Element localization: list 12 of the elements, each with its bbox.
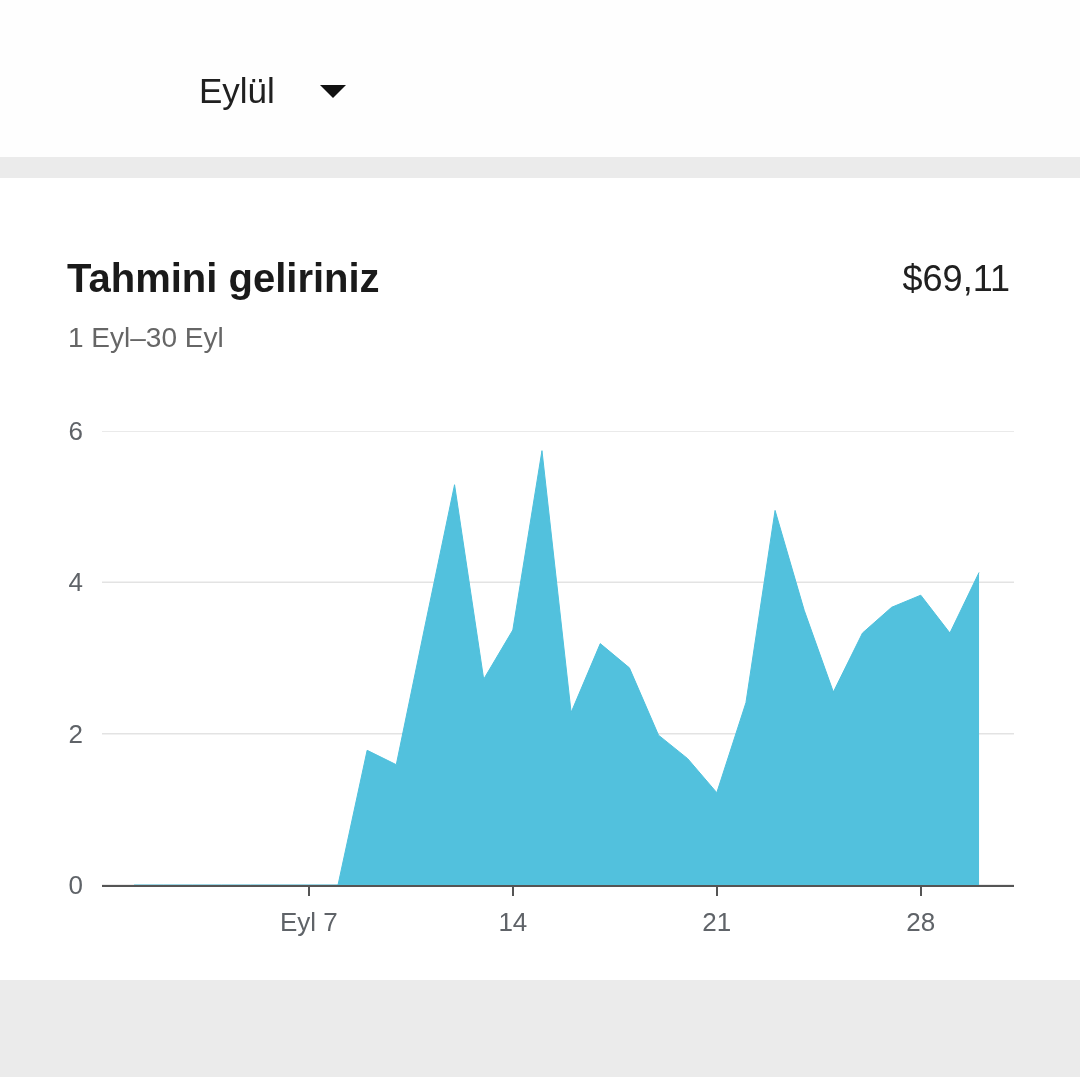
y-tick-label: 6 <box>68 416 83 447</box>
y-tick-label: 4 <box>68 567 83 598</box>
text: Eylül <box>199 71 275 110</box>
x-tick-label: 28 <box>906 907 936 938</box>
x-tick-label: 21 <box>702 907 732 938</box>
y-tick-label: 0 <box>68 870 83 901</box>
chart-subtitle: 1 Eyl–30 Eyl <box>68 322 224 353</box>
text: $69,11 <box>902 258 1010 299</box>
x-tick-label: Eyl 7 <box>279 907 338 938</box>
x-tick-label: 14 <box>498 907 528 938</box>
y-tick-label: 2 <box>68 718 83 749</box>
chart-title: Tahmini geliriniz <box>67 256 380 300</box>
